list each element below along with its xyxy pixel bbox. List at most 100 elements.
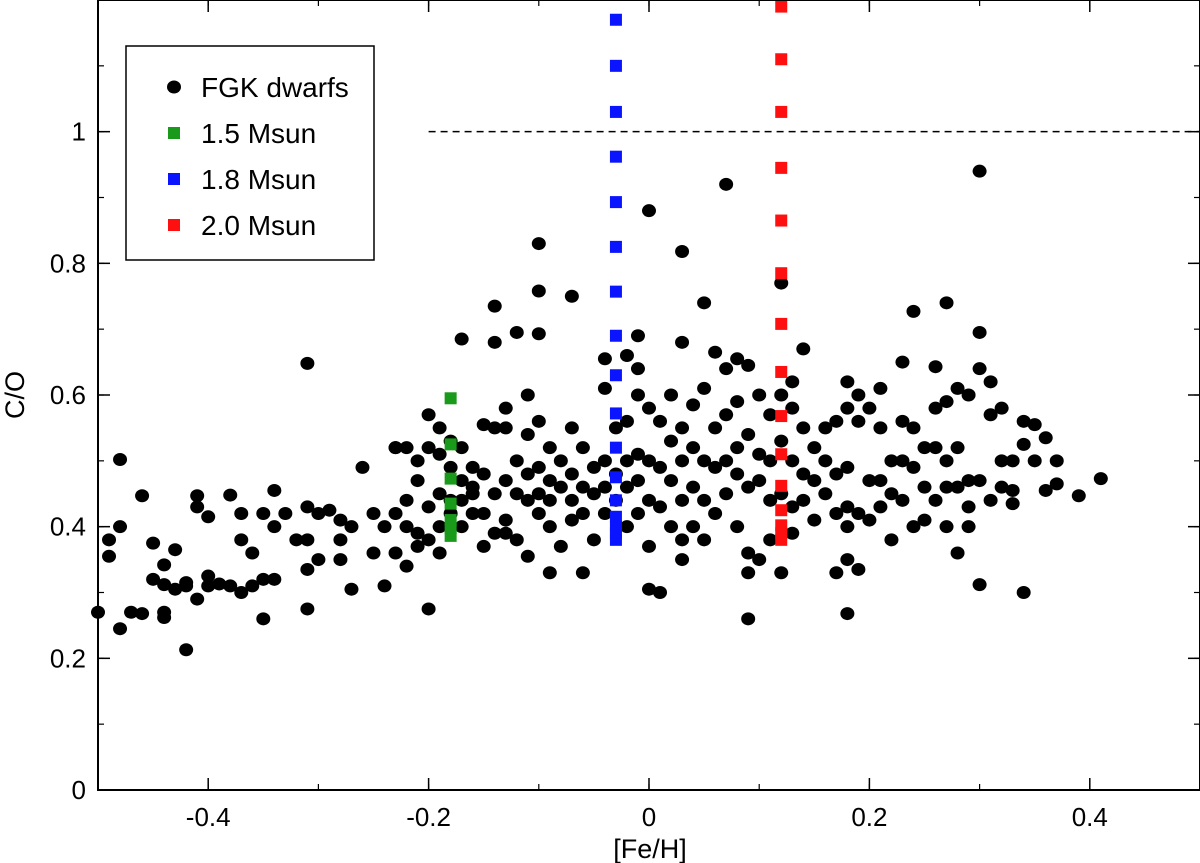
data-point [498, 513, 513, 527]
data-point [1027, 454, 1042, 468]
data-point [223, 579, 238, 593]
data-point [686, 520, 701, 534]
data-point [575, 480, 590, 494]
data-point [950, 441, 965, 455]
data-point [454, 474, 469, 488]
data-point [763, 408, 778, 422]
data-point [564, 421, 579, 435]
data-point [928, 441, 943, 455]
data-point [1038, 483, 1053, 497]
data-point [135, 489, 150, 503]
data-point [597, 507, 612, 520]
data-point [796, 493, 811, 507]
data-point [818, 487, 833, 501]
data-point [443, 460, 458, 474]
data-point [653, 460, 668, 474]
data-point [399, 441, 414, 455]
data-point [994, 454, 1009, 468]
data-point [851, 562, 866, 576]
data-point [619, 480, 634, 494]
data-point [774, 276, 789, 290]
data-point [333, 533, 348, 547]
data-point [146, 572, 161, 586]
data-point [950, 546, 965, 560]
data-point [775, 533, 788, 546]
data-point [752, 474, 767, 488]
data-point [157, 578, 172, 592]
data-point [775, 317, 788, 330]
data-point [311, 507, 326, 520]
data-point [553, 480, 568, 494]
data-point [157, 558, 172, 572]
data-point [432, 546, 447, 560]
data-point [796, 342, 811, 356]
data-point [619, 414, 634, 428]
data-point [642, 454, 656, 468]
data-point [630, 447, 645, 461]
legend-label-fgk-dwarfs: FGK dwarfs [201, 72, 349, 103]
data-point [961, 388, 976, 402]
data-point [267, 572, 282, 586]
data-point [840, 500, 855, 514]
data-point [719, 408, 734, 422]
data-point [840, 375, 855, 389]
data-point [884, 533, 899, 547]
data-point [609, 150, 622, 163]
data-point [708, 345, 723, 359]
data-point [377, 579, 392, 593]
data-point [775, 53, 788, 66]
data-point [939, 454, 954, 468]
data-point [586, 487, 601, 501]
data-point [763, 533, 778, 547]
data-point [476, 418, 491, 432]
data-point [388, 507, 403, 520]
data-point [564, 513, 579, 527]
data-point [1049, 477, 1064, 491]
data-point [531, 460, 546, 474]
series-1-5-msun [444, 392, 457, 542]
data-point [267, 483, 282, 497]
y-tick-label: 1 [72, 117, 86, 147]
data-point [862, 513, 877, 527]
data-point [234, 533, 249, 547]
data-point [190, 489, 205, 503]
data-point [410, 539, 425, 553]
data-point [829, 467, 844, 481]
data-point [531, 487, 546, 501]
data-point [399, 520, 414, 534]
data-point [520, 467, 535, 481]
x-tick-label: 0 [642, 802, 656, 832]
data-point [785, 454, 800, 468]
data-point [157, 605, 172, 619]
data-point [917, 480, 932, 494]
data-point [212, 577, 227, 591]
x-axis-title: [Fe/H] [613, 834, 687, 863]
data-point [719, 177, 734, 191]
x-tick-label: -0.2 [406, 802, 451, 832]
data-point [267, 520, 282, 534]
data-point [939, 296, 954, 310]
data-point [763, 454, 778, 468]
data-point [775, 214, 788, 227]
data-point [972, 474, 987, 488]
data-point [454, 493, 469, 507]
data-point [124, 605, 139, 619]
data-point [377, 520, 392, 534]
data-point [168, 543, 183, 557]
data-point [862, 474, 877, 488]
data-point [256, 612, 271, 626]
data-point [862, 401, 877, 415]
data-point [234, 507, 249, 520]
data-point [609, 471, 622, 484]
data-point [609, 441, 622, 454]
data-point [675, 533, 690, 547]
data-point [775, 479, 788, 492]
data-point [609, 329, 622, 342]
data-point [675, 553, 690, 567]
data-point [697, 493, 712, 507]
data-point [840, 520, 855, 534]
data-point [553, 454, 568, 468]
data-point [653, 500, 668, 514]
data-point [1038, 431, 1053, 445]
data-point [730, 441, 745, 455]
